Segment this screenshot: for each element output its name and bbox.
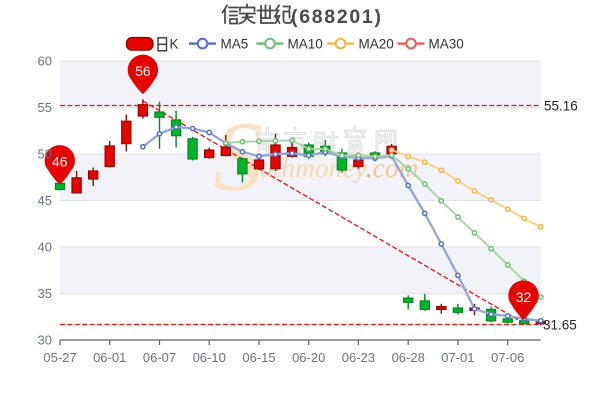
svg-text:45: 45: [38, 193, 52, 208]
svg-text:32: 32: [516, 289, 532, 305]
svg-text:06-01: 06-01: [93, 350, 126, 365]
svg-text:46: 46: [52, 154, 68, 170]
svg-text:06-07: 06-07: [143, 350, 176, 365]
svg-text:06-10: 06-10: [193, 350, 226, 365]
svg-text:06-23: 06-23: [342, 350, 375, 365]
svg-text:S: S: [213, 101, 263, 212]
svg-text:05-27: 05-27: [43, 350, 76, 365]
svg-text:07-01: 07-01: [441, 350, 474, 365]
svg-text:35: 35: [38, 286, 52, 301]
svg-text:07-06: 07-06: [491, 350, 524, 365]
svg-text:56: 56: [135, 63, 151, 79]
svg-text:06-15: 06-15: [242, 350, 275, 365]
svg-text:55: 55: [38, 100, 52, 115]
svg-text:50: 50: [38, 147, 52, 162]
svg-text:MA5: MA5: [221, 36, 249, 51]
svg-text:30: 30: [38, 333, 52, 348]
svg-text:MA10: MA10: [288, 36, 323, 51]
svg-text:(688201): (688201): [291, 6, 383, 28]
svg-text:K: K: [170, 36, 179, 51]
svg-text:MA30: MA30: [429, 36, 464, 51]
svg-text:MA20: MA20: [359, 36, 394, 51]
svg-text:60: 60: [38, 54, 52, 69]
svg-text:55.16: 55.16: [544, 98, 578, 113]
svg-text:31.65: 31.65: [543, 317, 577, 332]
svg-text:06-20: 06-20: [292, 350, 325, 365]
svg-text:40: 40: [38, 240, 52, 255]
svg-text:06-28: 06-28: [392, 350, 425, 365]
